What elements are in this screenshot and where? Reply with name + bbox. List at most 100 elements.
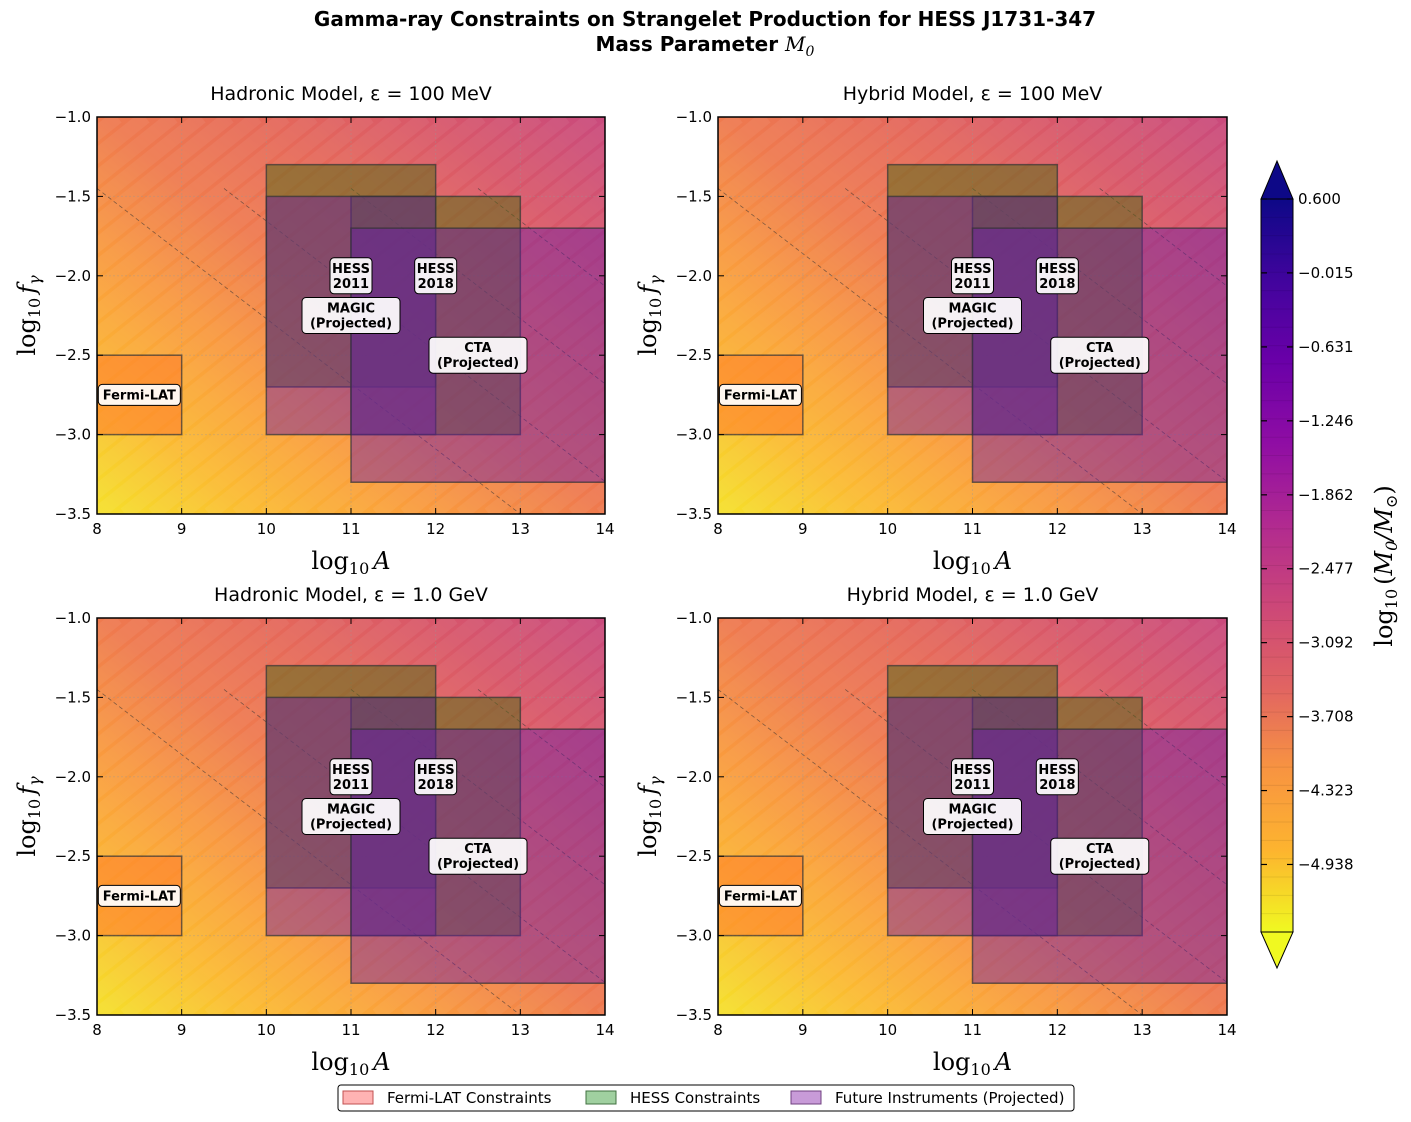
annotation-text: CTA (464, 842, 491, 857)
contour-band (718, 618, 883, 756)
y-axis-label: log10fγ (634, 776, 665, 857)
x-tick-label: 14 (595, 1021, 614, 1039)
annotation-box (329, 257, 373, 295)
x-tick-label: 11 (341, 520, 360, 538)
panel-title: Hadronic Model, ε = 100 MeV (210, 83, 492, 105)
annotation-box (414, 758, 458, 796)
x-tick-label: 8 (713, 1021, 723, 1039)
annotation-text: Fermi-LAT (103, 889, 176, 904)
panel-title: Hybrid Model, ε = 1.0 GeV (847, 584, 1099, 606)
contour-band (1278, 618, 1411, 1015)
contour-band (97, 117, 346, 322)
y-tick-label: −3.0 (676, 927, 712, 945)
x-tick-label: 12 (1048, 1021, 1067, 1039)
annotation-box (414, 257, 458, 295)
x-tick-label: 13 (1133, 520, 1152, 538)
legend: Fermi-LAT Constraints HESS Constraints Fut… (337, 1084, 1075, 1112)
annotation-magic-projected: MAGIC(Projected) (301, 798, 401, 835)
colorbar-tick-label: −0.015 (1298, 264, 1354, 282)
y-tick-label: −3.5 (676, 505, 712, 523)
contour-band (718, 117, 855, 232)
annotation-fermi-lat: Fermi-LAT (718, 383, 802, 406)
contour-band (0, 117, 89, 514)
contour-band (97, 117, 290, 277)
annotation-magic-projected: MAGIC(Projected) (923, 798, 1022, 835)
contour-band (288, 756, 605, 1015)
legend-frame (337, 1084, 1075, 1112)
y-axis-label: log10fγ (634, 275, 665, 356)
annotation-text: HESS (417, 763, 455, 778)
legend-label: Future Instruments (Projected) (835, 1089, 1064, 1107)
x-tick-label: 8 (92, 1021, 102, 1039)
contour-band (718, 117, 939, 299)
annotation-box (301, 798, 401, 835)
contour-band (372, 823, 605, 1015)
x-tick-label: 13 (511, 1021, 530, 1039)
colorbar-tick-label: −0.631 (1298, 338, 1354, 356)
contour-band (718, 618, 939, 800)
y-tick-label: −1.0 (676, 609, 712, 627)
annotation-box (1050, 336, 1150, 374)
contour-band (1049, 867, 1227, 1015)
colorbar-tick-label: −4.323 (1298, 782, 1354, 800)
colorbar-extend-bottom (1260, 931, 1294, 970)
legend-swatch (585, 1090, 617, 1105)
annotation-cta-projected: CTA(Projected) (1050, 336, 1150, 374)
contour-band (97, 618, 346, 823)
contour-band (512, 935, 605, 1015)
contour-band (937, 778, 1227, 1015)
x-tick-label: 9 (798, 520, 808, 538)
annotation-box (951, 257, 994, 295)
contour-band (428, 367, 605, 514)
y-tick-label: −3.5 (676, 1006, 712, 1024)
contour-band (1362, 618, 1411, 1015)
chart-panel-2: 8 9 10 11 12 13 14 −1.0 −1.5 −2.0 −2.5 −3.0 −3.5 Hybr… (634, 83, 1411, 578)
contour-band (97, 618, 318, 800)
annotation-text: 2018 (1039, 778, 1075, 793)
contour-band (1306, 618, 1411, 1015)
y-tick-label: −1.0 (676, 108, 712, 126)
contour-band (97, 117, 262, 255)
iso-line (972, 689, 1227, 886)
annotation-box (428, 837, 528, 875)
contour-band (909, 755, 1227, 1015)
colorbar-gradient (1260, 198, 1294, 933)
colorbar-tick-label: 0.600 (1298, 190, 1341, 208)
annotation-fermi-lat: Fermi-LAT (97, 884, 181, 907)
annotation-magic-projected: MAGIC(Projected) (923, 297, 1022, 334)
contour-band (718, 117, 911, 277)
annotation-text: (Projected) (931, 317, 1013, 332)
contour-band (97, 618, 234, 733)
y-tick-label: −1.5 (676, 187, 712, 205)
contour-band (372, 322, 605, 514)
contour-band (512, 434, 605, 514)
x-tick-label: 8 (92, 520, 102, 538)
iso-line (350, 188, 605, 385)
annotation-text: HESS (417, 262, 455, 277)
x-tick-label: 12 (426, 520, 445, 538)
figure-title-line1: Gamma-ray Constraints on Strangelet Prod… (314, 7, 1096, 31)
annotation-box (1035, 758, 1079, 796)
y-tick-label: −2.5 (55, 346, 91, 364)
x-axis-label: log10 A (311, 1048, 390, 1079)
annotation-box (97, 884, 181, 907)
legend-label: Fermi-LAT Constraints (387, 1089, 552, 1107)
annotation-text: (Projected) (1059, 857, 1141, 872)
contour-band (1278, 117, 1411, 514)
annotation-text: HESS (332, 763, 370, 778)
figure-title-line2: Mass Parameter M0 (596, 32, 815, 60)
contour-band (1334, 117, 1411, 514)
contour-band (718, 117, 883, 255)
annotation-box (951, 758, 994, 796)
annotation-text: MAGIC (327, 803, 375, 818)
contour-band (1049, 366, 1227, 514)
annotation-box (718, 383, 802, 406)
annotation-cta-projected: CTA(Projected) (1050, 837, 1150, 875)
contour-band (909, 254, 1227, 514)
x-tick-label: 8 (713, 520, 723, 538)
contour-band (97, 117, 206, 210)
y-tick-label: −2.0 (55, 768, 91, 786)
